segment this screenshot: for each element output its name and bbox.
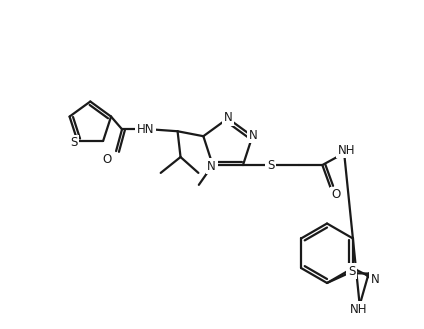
Text: NH: NH (350, 303, 368, 316)
Text: N: N (249, 129, 258, 142)
Text: N: N (207, 160, 216, 172)
Text: HN: HN (137, 123, 155, 136)
Text: O: O (332, 188, 341, 201)
Text: S: S (70, 137, 77, 149)
Text: S: S (267, 159, 274, 171)
Text: O: O (103, 153, 112, 165)
Text: NH: NH (338, 144, 355, 157)
Text: S: S (348, 265, 355, 278)
Text: N: N (223, 111, 232, 124)
Text: N: N (371, 272, 380, 286)
